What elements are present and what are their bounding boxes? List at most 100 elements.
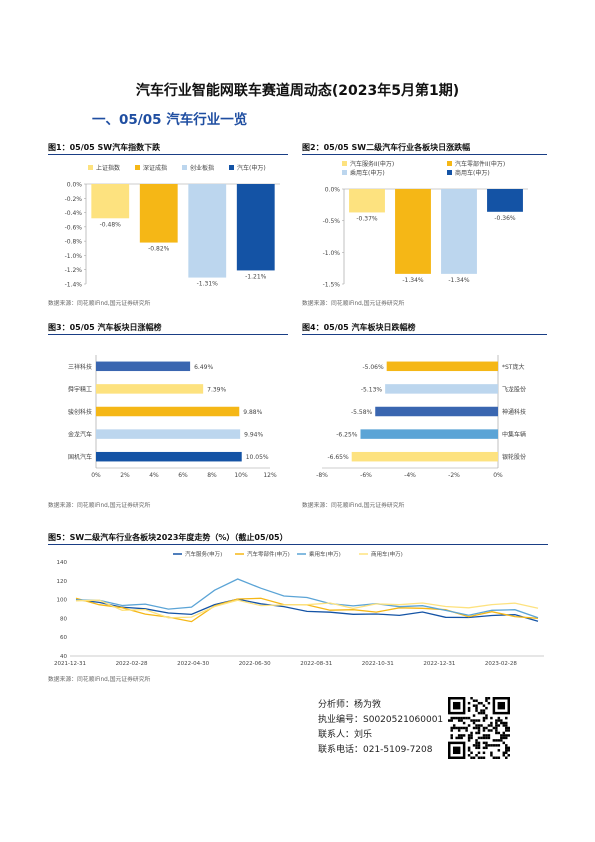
qr-module [485, 736, 488, 740]
data-label: -1.34% [402, 277, 424, 284]
data-label: 7.39% [207, 386, 226, 393]
y-tick-label: 140 [57, 560, 68, 566]
qr-module [450, 736, 453, 740]
qr-module [450, 726, 453, 730]
x-tick-label: 4% [149, 472, 159, 479]
bar [236, 184, 275, 271]
qr-module [475, 746, 478, 750]
qr-module [475, 741, 478, 745]
bar [139, 184, 178, 243]
qr-module [480, 709, 483, 712]
category-label: *ST庞大 [502, 363, 524, 371]
qr-module [452, 724, 456, 727]
qr-code-icon[interactable] [448, 697, 510, 759]
qr-module [505, 756, 508, 759]
qr-module [467, 716, 471, 720]
category-label: 中集车辆 [502, 431, 526, 439]
legend-label: 商用车(申万) [455, 169, 490, 177]
qr-module [450, 719, 453, 722]
y-tick-label: -0.8% [65, 239, 83, 246]
qr-module [485, 706, 488, 710]
x-tick-label: 0% [493, 472, 503, 479]
qr-module [457, 726, 461, 730]
qr-module [505, 751, 508, 755]
qr-module [497, 716, 501, 720]
qr-module [457, 729, 461, 732]
x-tick-label: 2022-02-28 [116, 661, 148, 667]
data-label: -5.58% [351, 409, 373, 416]
qr-module [500, 719, 503, 722]
legend-swatch [88, 165, 93, 170]
qr-module [492, 744, 496, 747]
data-label: -1.21% [245, 273, 267, 280]
qr-module [467, 746, 471, 750]
fig2-source: 数据来源：同花顺iFind,国元证券研究所 [302, 301, 405, 307]
y-tick-label: -1.0% [65, 253, 83, 260]
bar [96, 406, 240, 417]
qr-module [490, 721, 493, 725]
data-label: 10.05% [246, 454, 269, 461]
x-tick-label: 12% [263, 472, 277, 479]
qr-module [477, 746, 481, 750]
qr-module [472, 756, 476, 759]
y-tick-label: 100 [57, 598, 68, 604]
qr-module [477, 724, 481, 727]
legend-swatch [135, 165, 140, 170]
qr-module [500, 721, 503, 725]
qr-module [480, 711, 483, 715]
qr-module [492, 726, 496, 730]
qr-module [462, 734, 466, 737]
qr-module [502, 741, 506, 745]
qr-module [460, 719, 463, 722]
bar [386, 361, 498, 372]
qr-module [477, 729, 481, 732]
fig3-title: 图3：05/05 汽车板块日涨幅榜 [48, 323, 162, 332]
qr-module [482, 751, 486, 755]
qr-module [487, 701, 491, 705]
qr-module [467, 701, 471, 705]
qr-module [495, 756, 498, 759]
qr-module [485, 726, 488, 730]
qr-module [477, 701, 481, 705]
legend-label: 汽车服务(申万) [185, 550, 222, 558]
y-tick-label: 0.0% [325, 187, 341, 194]
x-tick-label: -4% [404, 472, 416, 479]
qr-module [507, 734, 510, 737]
qr-module [502, 736, 506, 740]
qr-module [505, 721, 508, 725]
qr-module [450, 716, 453, 720]
qr-module [467, 739, 471, 742]
series-line [75, 578, 539, 619]
x-tick-label: 10% [234, 472, 248, 479]
legend-swatch [342, 170, 347, 175]
qr-module [470, 736, 473, 740]
category-label: 国机汽车 [68, 453, 92, 461]
qr-module [500, 736, 503, 740]
qr-module [467, 724, 471, 727]
data-label: 6.49% [194, 364, 213, 371]
qr-module [497, 719, 501, 722]
fig4-chart: -8% -6% -4% -2% 0% *ST庞大 -5.06% 飞龙股份 -5.13% 神通科技 -… [316, 355, 526, 479]
x-tick-label: 2023-02-28 [485, 661, 517, 667]
qr-module [505, 716, 508, 720]
qr-module [495, 721, 498, 725]
qr-module [500, 739, 503, 742]
data-label: -6.25% [336, 432, 358, 439]
bar [441, 189, 477, 274]
qr-module [505, 736, 508, 740]
fig3-chart: 0% 2% 4% 6% 8% 10% 12% 三祥科技 6.49% 舜宇精工 7.39% 骏创科技 9.… [68, 355, 277, 479]
category-label: 飞龙股份 [502, 385, 526, 393]
category-label: 三祥科技 [68, 363, 92, 371]
qr-module [490, 754, 493, 757]
qr-module [487, 736, 491, 740]
qr-module [467, 709, 471, 712]
qr-module [480, 756, 483, 759]
qr-module [495, 739, 498, 742]
qr-module [507, 754, 510, 757]
x-tick-label: -2% [448, 472, 460, 479]
category-label: 舜宇精工 [68, 385, 92, 393]
qr-module [470, 697, 473, 700]
qr-module [472, 714, 476, 717]
qr-module [477, 731, 481, 735]
legend-swatch [342, 161, 347, 166]
